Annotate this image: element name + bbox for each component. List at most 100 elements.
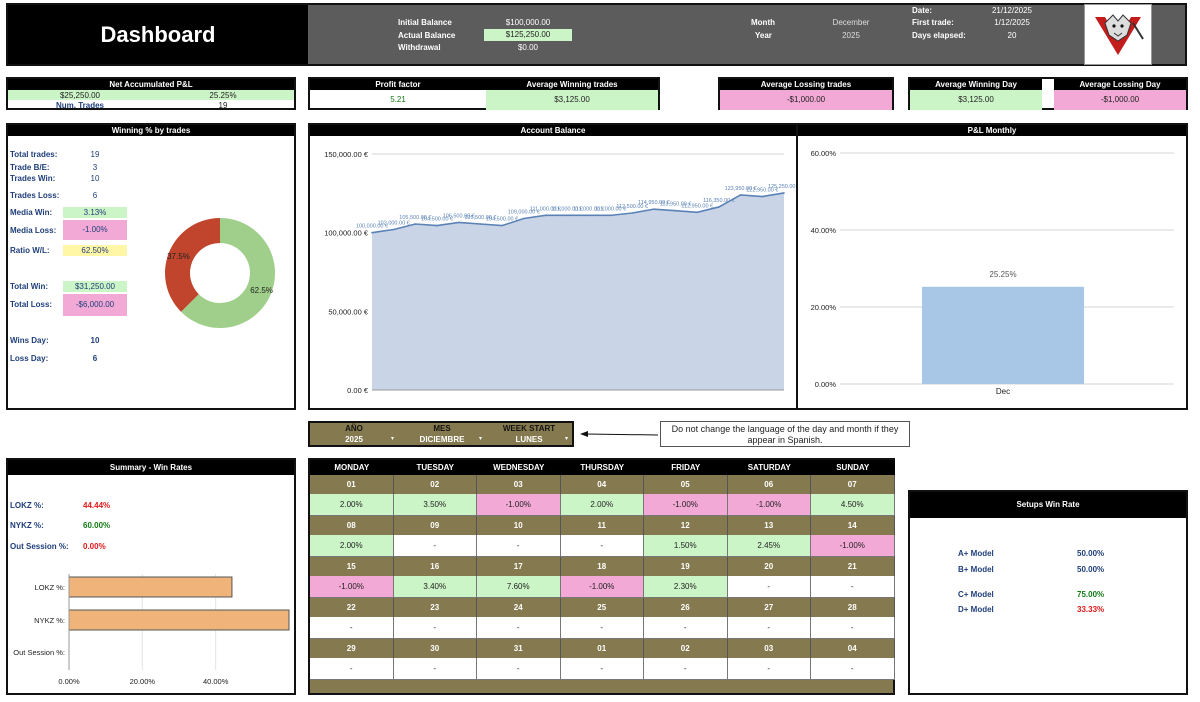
calendar-cell[interactable]: - — [477, 617, 561, 639]
calendar-date: 18 — [560, 557, 644, 576]
calendar-date: 03 — [727, 639, 811, 658]
calendar-date: 28 — [811, 598, 895, 617]
calendar-date: 01 — [310, 475, 394, 494]
week-select[interactable]: LUNES ▾ — [486, 434, 572, 445]
net-pnl-value: $25,250.00 — [8, 90, 152, 100]
calendar-cell[interactable]: - — [393, 658, 477, 680]
first-trade-value: 1/12/2025 — [994, 18, 1030, 27]
summary-label: Out Session %: — [10, 542, 69, 551]
calendar-cell[interactable]: 2.30% — [644, 576, 728, 598]
avg-win-trades-title: Average Winning trades — [486, 79, 658, 90]
balance-data-label: 122,950.00 € — [746, 188, 778, 194]
calendar-date: 10 — [477, 516, 561, 535]
calendar-cell[interactable]: - — [811, 576, 895, 598]
calendar-day-header: MONDAY — [310, 460, 394, 475]
balance-point — [544, 214, 547, 217]
pnl-bar — [922, 286, 1084, 384]
calendar-cell[interactable]: - — [560, 617, 644, 639]
y-tick-label: 0.00 € — [347, 386, 369, 395]
calendar-date: 30 — [393, 639, 477, 658]
calendar-date: 24 — [477, 598, 561, 617]
win-stat-value: 6 — [92, 191, 98, 200]
calendar-cell[interactable]: -1.00% — [727, 494, 811, 516]
calendar-date: 14 — [811, 516, 895, 535]
calendar-cell[interactable]: 4.50% — [811, 494, 895, 516]
calendar-cell[interactable]: - — [727, 576, 811, 598]
calendar-cell[interactable]: - — [644, 658, 728, 680]
win-stat-value: 19 — [90, 150, 100, 159]
calendar-day-header: TUESDAY — [393, 460, 477, 475]
year-select[interactable]: 2025 ▾ — [310, 434, 398, 445]
calendar-date: 04 — [811, 639, 895, 658]
calendar-cell[interactable]: 1.50% — [644, 535, 728, 557]
calendar-cell[interactable]: 7.60% — [477, 576, 561, 598]
win-stat-label: Trade B/E: — [10, 163, 50, 172]
calendar-cell[interactable]: - — [477, 535, 561, 557]
donut-win-slice — [181, 218, 275, 328]
calendar-cell[interactable]: - — [727, 617, 811, 639]
calendar-date: 06 — [727, 475, 811, 494]
year-label: Year — [755, 31, 772, 40]
balance-data-label: 113,950.00 € — [660, 202, 692, 208]
calendar-cell[interactable]: - — [811, 658, 895, 680]
calendar-date: 08 — [310, 516, 394, 535]
calendar-cell[interactable]: - — [644, 617, 728, 639]
balance-data-label: 111,000.00 € — [573, 206, 604, 212]
calendar-cell[interactable]: - — [310, 617, 394, 639]
summary-label: NYKZ %: — [10, 521, 44, 530]
net-pnl-card: Net Accumulated P&L $25,250.00 25.25% Nu… — [6, 77, 296, 110]
balance-point — [653, 208, 655, 210]
y-tick-label: 100,000.00 € — [324, 229, 369, 238]
balance-data-label: 125,250.00 € — [768, 184, 796, 190]
calendar-cell[interactable]: - — [727, 658, 811, 680]
summary-title: Summary - Win Rates — [8, 460, 294, 475]
calendar-cell[interactable]: 3.50% — [393, 494, 477, 516]
calendar-cell[interactable]: -1.00% — [477, 494, 561, 516]
balance-data-label: 112,500.00 € — [616, 204, 648, 210]
calendar-cell[interactable]: - — [310, 658, 394, 680]
calendar-cell[interactable]: -1.00% — [310, 576, 394, 598]
calendar-date: 31 — [477, 639, 561, 658]
calendar-cell[interactable]: 2.00% — [560, 494, 644, 516]
calendar-date: 05 — [644, 475, 728, 494]
calendar-cell[interactable]: - — [811, 617, 895, 639]
calendar-cell[interactable]: 3.40% — [393, 576, 477, 598]
win-stat-value: 10 — [90, 174, 100, 183]
setup-label: D+ Model — [958, 605, 994, 614]
calendar-day-header: FRIDAY — [644, 460, 728, 475]
balance-data-label: 104,500.00 € — [486, 217, 518, 223]
year-value: 2025 — [842, 31, 860, 40]
calendar-cell[interactable]: -1.00% — [644, 494, 728, 516]
balance-point — [371, 231, 373, 234]
calendar-date: 20 — [727, 557, 811, 576]
win-stat-value: 62.50% — [63, 245, 127, 256]
calendar-cell[interactable]: 2.00% — [310, 535, 394, 557]
calendar-date: 02 — [393, 475, 477, 494]
calendar-date: 16 — [393, 557, 477, 576]
avg-win-trades-value: $3,125.00 — [486, 90, 658, 110]
calendar-cell[interactable]: -1.00% — [560, 576, 644, 598]
win-stat-label: Total trades: — [10, 150, 58, 159]
calendar-cell[interactable]: 2.00% — [310, 494, 394, 516]
calendar-date: 21 — [811, 557, 895, 576]
calendar-cell[interactable]: - — [393, 617, 477, 639]
summary-value: 44.44% — [83, 501, 111, 510]
win-stat-label: Trades Loss: — [10, 191, 60, 200]
month-select[interactable]: DICIEMBRE ▾ — [398, 434, 486, 445]
y-tick-label: 50,000.00 € — [328, 307, 368, 316]
calendar-cell[interactable]: - — [560, 658, 644, 680]
calendar-cell[interactable]: - — [477, 658, 561, 680]
calendar-cell[interactable]: - — [393, 535, 477, 557]
initial-balance-label: Initial Balance — [398, 18, 452, 27]
balance-data-label: 111,000.00 € — [552, 206, 583, 212]
profit-factor-card: Profit factor Average Winning trades 5.2… — [308, 77, 660, 110]
calendar-day-header: SUNDAY — [811, 460, 895, 475]
days-elapsed-value: 20 — [1007, 31, 1017, 40]
first-trade-label: First trade: — [912, 18, 954, 27]
calendar-cell[interactable]: 2.45% — [727, 535, 811, 557]
pnl-monthly-chart: 60.00% 40.00% 20.00% 0.00% 25.25% Dec — [811, 149, 1174, 396]
calendar-cell[interactable]: -1.00% — [811, 535, 895, 557]
date-label: Date: — [912, 6, 933, 15]
calendar-cell[interactable]: - — [560, 535, 644, 557]
setup-value: 33.33% — [1077, 605, 1105, 614]
